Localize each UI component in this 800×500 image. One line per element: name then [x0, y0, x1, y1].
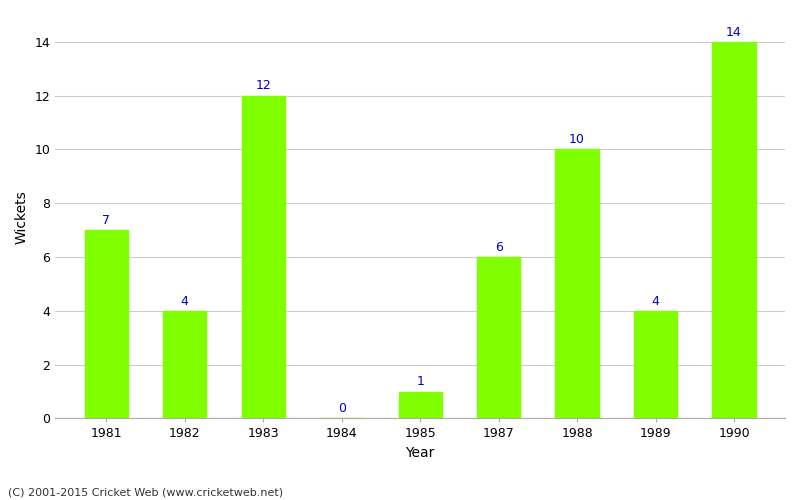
Text: 6: 6 — [494, 241, 502, 254]
Bar — [634, 311, 677, 418]
Text: 0: 0 — [338, 402, 346, 415]
Text: 4: 4 — [651, 294, 659, 308]
Bar — [85, 230, 128, 418]
Bar — [163, 311, 206, 418]
Text: 7: 7 — [102, 214, 110, 227]
Text: 14: 14 — [726, 26, 742, 38]
Text: 4: 4 — [181, 294, 189, 308]
Text: 12: 12 — [255, 80, 271, 92]
Bar — [477, 257, 520, 418]
Text: 10: 10 — [569, 133, 585, 146]
Bar — [398, 392, 442, 418]
Bar — [242, 96, 285, 418]
Bar — [555, 150, 598, 418]
Bar — [713, 42, 755, 418]
X-axis label: Year: Year — [406, 446, 435, 460]
Y-axis label: Wickets: Wickets — [15, 190, 29, 244]
Text: 1: 1 — [416, 376, 424, 388]
Text: (C) 2001-2015 Cricket Web (www.cricketweb.net): (C) 2001-2015 Cricket Web (www.cricketwe… — [8, 488, 283, 498]
